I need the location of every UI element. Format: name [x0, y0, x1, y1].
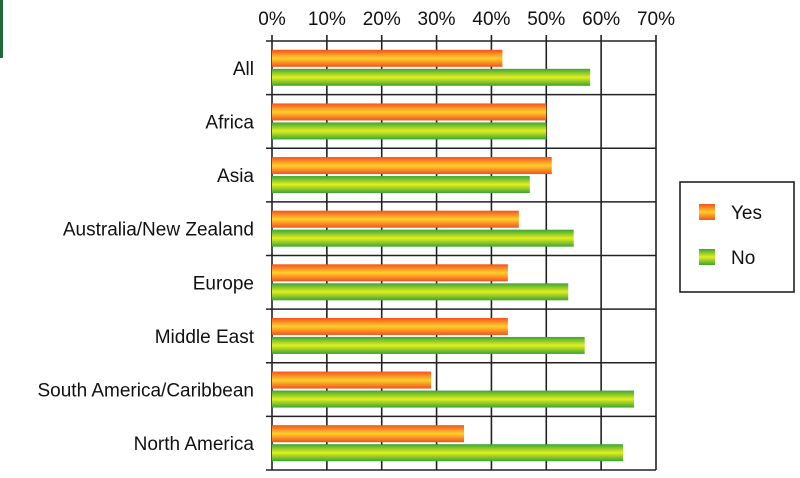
category-label: Australia/New Zealand	[63, 220, 254, 241]
x-tick-label: 20%	[363, 9, 401, 30]
bar-yes	[272, 210, 519, 228]
category-labels: All Africa Asia Australia/New Zealand Europe…	[37, 59, 254, 455]
bar-yes	[272, 371, 432, 389]
bar-yes	[272, 103, 547, 121]
bar-no	[272, 390, 635, 408]
bar-no	[272, 176, 530, 194]
bars	[272, 49, 635, 462]
bar-no	[272, 283, 569, 301]
x-tick-label: 30%	[418, 9, 456, 30]
bar-no	[272, 122, 547, 140]
legend-swatch-yes	[699, 204, 715, 220]
bar-yes	[272, 49, 503, 67]
legend-label-no: No	[731, 248, 755, 269]
legend-swatch-no	[699, 249, 715, 265]
category-label: Middle East	[155, 327, 255, 348]
x-tick-labels: 0% 10% 20% 30% 40% 50% 60% 70%	[258, 9, 675, 30]
category-label: All	[233, 59, 254, 80]
x-tick-label: 10%	[308, 9, 346, 30]
legend-box	[679, 181, 795, 293]
legend-label-yes: Yes	[731, 203, 762, 224]
category-label: Europe	[193, 273, 254, 294]
bar-no	[272, 336, 585, 354]
x-tick-label: 0%	[258, 9, 286, 30]
category-label: North America	[134, 434, 255, 455]
x-tick-label: 60%	[582, 9, 620, 30]
accent-strip	[0, 0, 3, 58]
bar-yes	[272, 425, 464, 443]
category-label: South America/Caribbean	[37, 381, 254, 402]
x-tick-label: 40%	[472, 9, 510, 30]
bar-no	[272, 68, 591, 86]
bar-yes	[272, 264, 508, 282]
legend: Yes No	[679, 181, 795, 293]
bar-no	[272, 229, 574, 247]
bar-yes	[272, 317, 508, 335]
x-tick-label: 50%	[527, 9, 565, 30]
bar-yes	[272, 157, 552, 175]
category-label: Asia	[217, 166, 254, 187]
x-tick-label: 70%	[637, 9, 675, 30]
category-label: Africa	[205, 112, 254, 133]
bar-no	[272, 444, 624, 462]
